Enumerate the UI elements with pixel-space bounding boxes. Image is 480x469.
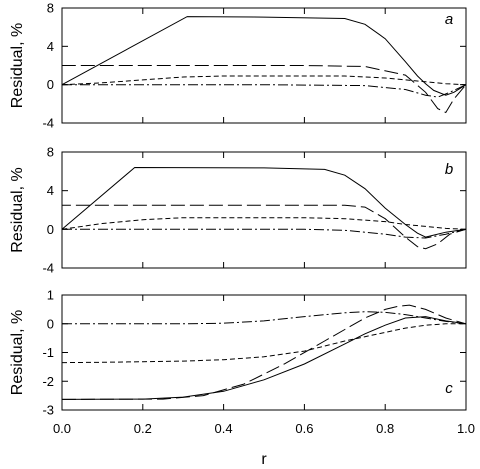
panel-a-ytick-label: 4 [47, 39, 54, 54]
panel-c-series-long-dash [61, 304, 467, 400]
panel-a-series-short-dash [61, 75, 467, 86]
panel-a-ytick-label: 0 [47, 77, 54, 92]
panel-b-label: b [445, 161, 453, 178]
panel-c-yticks: -3 -2 -1 0 1 [42, 288, 466, 418]
panel-a-xticks [61, 8, 467, 123]
x-tick-label: 0.8 [376, 421, 394, 436]
panel-b-series [61, 166, 467, 250]
panel-a-label: a [445, 11, 453, 28]
panel-a-series [61, 16, 467, 114]
panel-a-ylabel: Residual, % [9, 23, 26, 108]
panel-b-series-solid [61, 166, 467, 238]
x-tick-label: 0.0 [53, 421, 71, 436]
panel-b-yticks: -4 0 4 8 [42, 145, 466, 276]
panel-b: -4 0 4 8 Residual, % b [9, 145, 467, 276]
panel-c-ytick-label: -2 [42, 374, 54, 389]
panel-c-frame [61, 294, 467, 411]
panel-b-ylabel: Residual, % [9, 167, 26, 252]
panel-a-series-long-dash [61, 65, 467, 114]
x-axis-label: r [261, 451, 267, 468]
panel-b-ytick-label: 4 [47, 183, 54, 198]
panel-c-ytick-label: -1 [42, 345, 54, 360]
panel-a-ytick-label: -4 [42, 116, 54, 131]
x-tick-label: 0.4 [215, 421, 233, 436]
panel-c-ytick-label: 1 [47, 288, 54, 303]
panel-c-series-solid [61, 316, 467, 400]
panel-b-ytick-label: -4 [42, 261, 54, 276]
panel-b-series-dash-dot [62, 228, 467, 239]
panel-b-ytick-label: 8 [47, 145, 54, 160]
panel-b-series-short-dash [61, 217, 467, 230]
panel-c-series [61, 304, 467, 400]
panel-b-ytick-label: 0 [47, 222, 54, 237]
panel-c-label: c [445, 380, 453, 397]
panel-c-series-dash-dot [62, 311, 467, 325]
panel-b-series-long-dash [61, 204, 467, 250]
panel-c-series-short-dash [61, 323, 466, 364]
panel-c-ytick-label: 0 [47, 316, 54, 331]
panel-c-ytick-label: -3 [42, 403, 54, 418]
panel-a-series-dash-dot [62, 84, 467, 98]
panel-c: -3-2-101 0.0 0.2 0.4 0.6 0.8 1.0 Residual, % … [9, 288, 475, 469]
panel-a-ytick-label: 8 [47, 1, 54, 16]
panel-a-series-solid [61, 16, 467, 96]
panel-c-xticks: 0.0 0.2 0.4 0.6 0.8 1.0 [53, 295, 475, 436]
x-tick-label: 0.6 [295, 421, 313, 436]
panel-b-xticks [61, 152, 467, 268]
x-tick-label: 0.2 [134, 421, 152, 436]
x-tick-label: 1.0 [457, 421, 475, 436]
panel-a: -4 0 4 8 Residual, % a [9, 1, 467, 131]
panel-b-frame [61, 151, 467, 269]
panel-c-ylabel: Residual, % [9, 310, 26, 395]
